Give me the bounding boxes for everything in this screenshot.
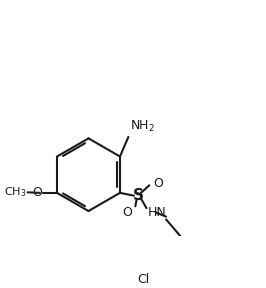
Text: NH$_2$: NH$_2$ [130,119,155,134]
Text: O: O [153,177,163,190]
Text: CH$_3$: CH$_3$ [4,185,26,199]
Text: O: O [123,206,132,219]
Text: O: O [32,186,42,199]
Text: Cl: Cl [137,273,149,286]
Text: HN: HN [148,206,167,219]
Text: S: S [133,188,144,203]
